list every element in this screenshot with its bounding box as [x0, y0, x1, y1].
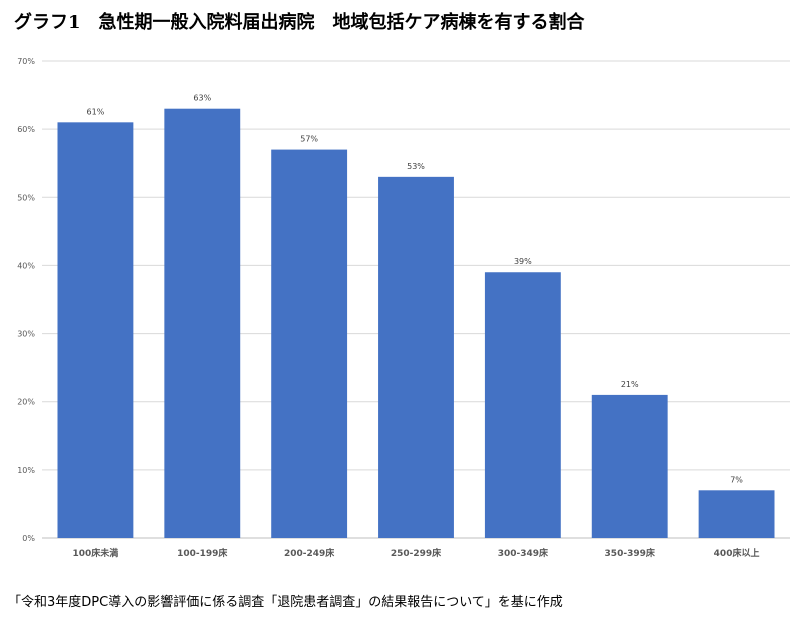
y-tick-label: 40% [17, 261, 35, 270]
data-label: 21% [621, 380, 639, 389]
y-tick-label: 50% [17, 193, 35, 202]
bar [57, 122, 134, 538]
data-label: 57% [300, 135, 318, 144]
bars [57, 108, 775, 539]
y-tick-label: 30% [17, 330, 35, 339]
bar [271, 149, 348, 538]
x-axis-ticks: 100床未満 100-199床 200-249床 250-299床 300-349床 35… [73, 547, 760, 559]
chart-area: 0% 10% 20% 30% 40% 50% 60% 70% 61% 63% 57% 53% 39% 2… [0, 40, 794, 570]
x-tick-label: 250-299床 [391, 547, 442, 559]
bar [698, 490, 775, 538]
bar [484, 272, 561, 538]
y-tick-label: 10% [17, 466, 35, 475]
x-tick-label: 400床以上 [714, 547, 760, 559]
bar [378, 176, 454, 539]
source-note: 「令和3年度DPC導入の影響評価に係る調査「退院患者調査」の結果報告について」を… [8, 595, 563, 610]
data-label: 61% [87, 107, 105, 116]
data-label: 7% [730, 475, 743, 484]
y-tick-label: 70% [17, 57, 35, 66]
x-tick-label: 100-199床 [177, 547, 228, 559]
x-tick-label: 100床未満 [73, 547, 119, 559]
bar [164, 108, 241, 538]
data-label: 53% [407, 162, 425, 171]
y-tick-label: 0% [22, 534, 35, 543]
x-tick-label: 350-399床 [605, 547, 656, 559]
data-labels: 61% 63% 57% 53% 39% 21% 7% [87, 94, 744, 485]
y-tick-label: 20% [17, 398, 35, 407]
y-axis-ticks: 0% 10% 20% 30% 40% 50% 60% 70% [17, 57, 35, 543]
x-tick-label: 200-249床 [284, 547, 335, 559]
data-label: 63% [193, 94, 211, 103]
data-label: 39% [514, 257, 532, 266]
chart-title: グラフ1 急性期一般入院料届出病院 地域包括ケア病棟を有する割合 [14, 12, 585, 33]
bar [591, 394, 668, 538]
y-tick-label: 60% [17, 125, 35, 134]
bar-chart: 0% 10% 20% 30% 40% 50% 60% 70% 61% 63% 57% 53% 39% 2… [17, 57, 790, 559]
x-tick-label: 300-349床 [498, 547, 549, 559]
